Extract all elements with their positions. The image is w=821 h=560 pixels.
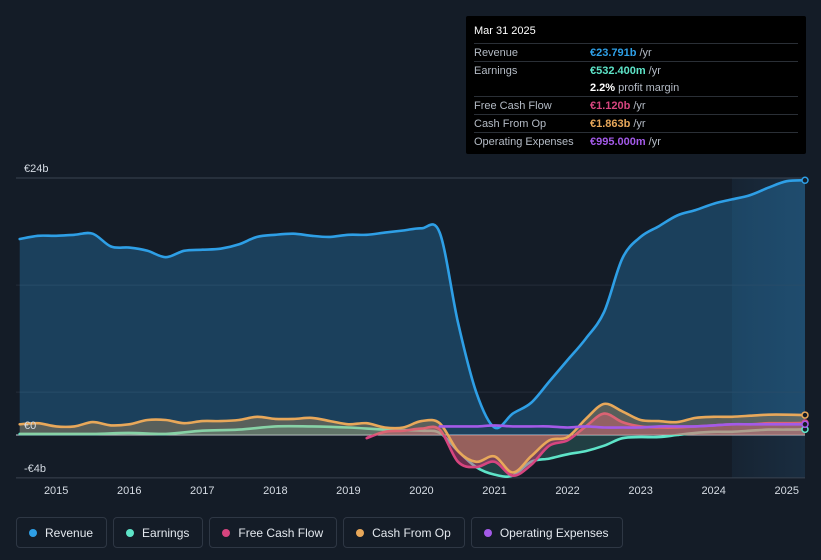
x-tick-label: 2022: [555, 485, 579, 497]
legend-item-revenue[interactable]: Revenue: [16, 517, 108, 548]
tooltip-row: Revenue €23.791b/yr: [474, 43, 798, 61]
data-tooltip: Mar 31 2025 Revenue €23.791b/yr Earnings €5…: [466, 16, 806, 154]
x-tick-label: 2025: [774, 485, 798, 497]
legend-item-cash-from-op[interactable]: Cash From Op: [343, 517, 465, 548]
legend-item-earnings[interactable]: Earnings: [113, 517, 204, 548]
tooltip-row-label: Operating Expenses: [474, 135, 574, 148]
x-tick-label: 2018: [263, 485, 287, 497]
legend-dot-icon: [356, 528, 365, 537]
tooltip-row-unit: profit margin: [618, 81, 680, 94]
legend-dot-icon: [483, 528, 492, 537]
legend-label: Revenue: [45, 525, 94, 540]
series-area-free-cash-flow: [366, 413, 805, 476]
y-tick-label: €24b: [24, 163, 48, 175]
series-end-marker-cash-from-op: [801, 411, 809, 419]
series-line-cash-from-op: [18, 402, 805, 474]
x-tick-label: 2019: [336, 485, 360, 497]
tooltip-row-unit: /yr: [648, 64, 661, 77]
x-tick-label: 2017: [190, 485, 214, 497]
x-tick-label: 2020: [409, 485, 433, 497]
series-end-marker-operating-expenses: [801, 420, 809, 429]
tooltip-row: Cash From Op €1.863b/yr: [474, 114, 798, 132]
tooltip-row-value: €532.400m: [590, 64, 646, 77]
forecast-shade: [731, 178, 805, 478]
chart-legend: Revenue Earnings Free Cash Flow Cash From O…: [16, 517, 623, 548]
x-tick-label: 2016: [117, 485, 141, 497]
tooltip-row-unit: /yr: [648, 135, 661, 148]
tooltip-row-label: Revenue: [474, 46, 519, 59]
tooltip-row-unit: /yr: [639, 46, 652, 59]
series-line-operating-expenses: [438, 422, 805, 429]
tooltip-row: 2.2% profit margin: [474, 79, 798, 96]
tooltip-row-label: Free Cash Flow: [474, 99, 552, 112]
series-line-revenue: [18, 178, 805, 430]
tooltip-date: Mar 31 2025: [474, 25, 536, 37]
tooltip-row-unit: /yr: [633, 117, 646, 130]
tooltip-row: Operating Expenses €995.000m/yr: [474, 132, 798, 150]
tooltip-row-label: Earnings: [474, 64, 518, 77]
tooltip-row-value: €23.791b: [590, 46, 637, 59]
series-end-marker-revenue: [801, 176, 809, 184]
legend-dot-icon: [222, 528, 231, 537]
tooltip-row-label: Cash From Op: [474, 117, 547, 130]
legend-label: Free Cash Flow: [238, 525, 324, 540]
y-tick-label: -€4b: [24, 463, 46, 475]
tooltip-row-unit: /yr: [633, 99, 646, 112]
x-tick-label: 2024: [701, 485, 725, 497]
legend-label: Operating Expenses: [499, 525, 609, 540]
legend-dot-icon: [29, 528, 37, 537]
legend-item-free-cash-flow[interactable]: Free Cash Flow: [209, 517, 338, 548]
tooltip-row-value: 2.2%: [590, 81, 616, 94]
legend-item-operating-expenses[interactable]: Operating Expenses: [470, 517, 623, 548]
x-tick-label: 2021: [482, 485, 506, 497]
tooltip-row-value: €1.863b: [590, 117, 631, 130]
legend-label: Earnings: [142, 525, 190, 540]
series-area-earnings: [19, 426, 805, 477]
tooltip-row: Free Cash Flow €1.120b/yr: [474, 96, 798, 114]
tooltip-row: Earnings €532.400m/yr: [474, 61, 798, 79]
tooltip-row-value: €995.000m: [590, 135, 646, 148]
x-tick-label: 2015: [44, 485, 68, 497]
tooltip-row-value: €1.120b: [590, 99, 631, 112]
x-tick-label: 2023: [628, 485, 652, 497]
series-area-revenue: [19, 180, 805, 435]
legend-dot-icon: [126, 528, 135, 537]
series-area-cash-from-op: [19, 403, 805, 473]
legend-label: Cash From Op: [372, 525, 451, 540]
y-tick-label: €0: [24, 420, 36, 432]
